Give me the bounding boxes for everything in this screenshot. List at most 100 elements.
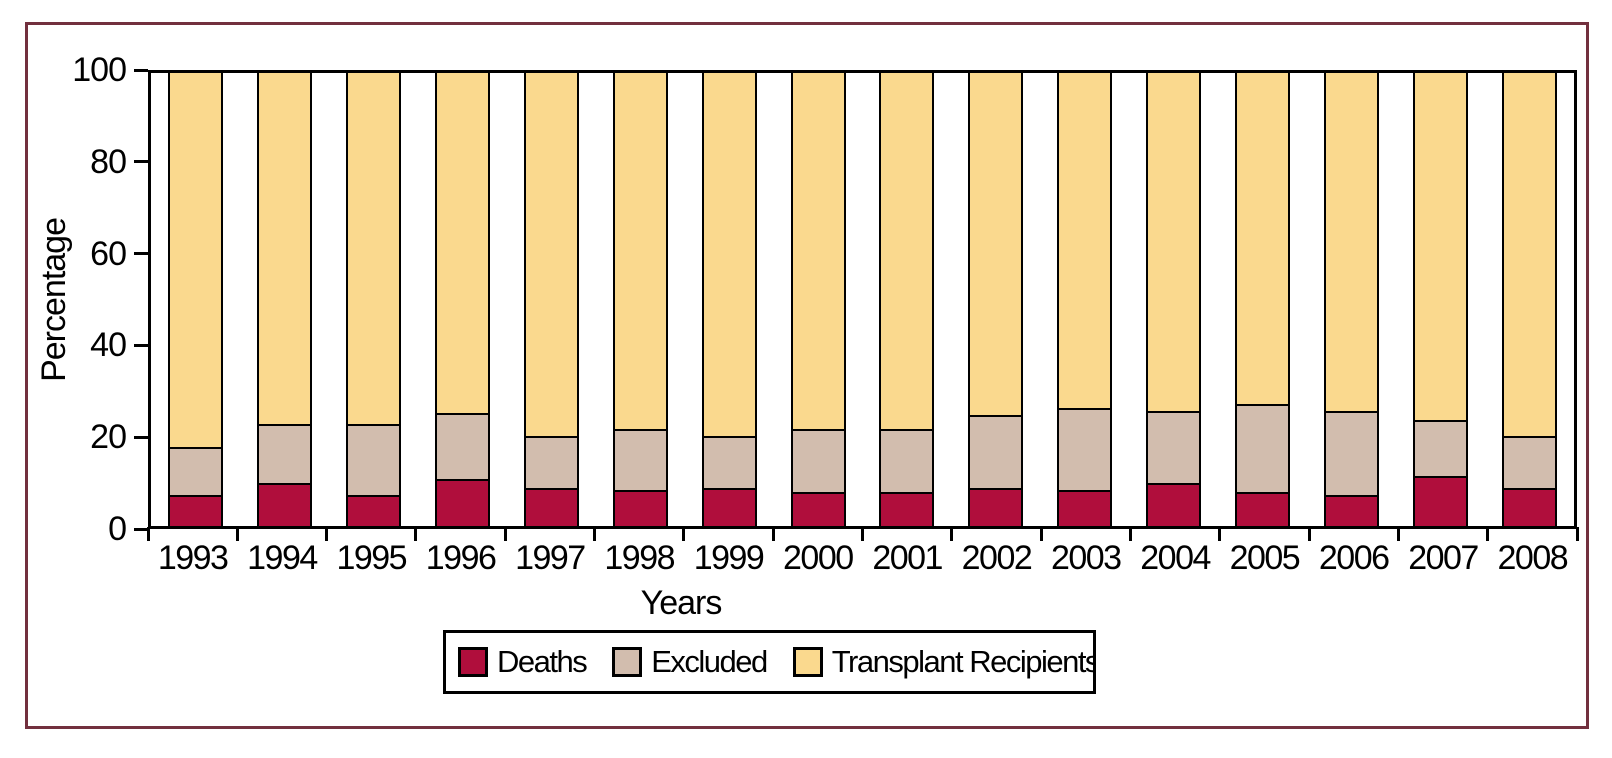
x-tick-0 xyxy=(146,527,150,541)
bar-2007 xyxy=(1413,73,1469,526)
x-tick-7 xyxy=(771,527,775,541)
bar-segment-transplant-recipients-2008 xyxy=(1504,73,1556,438)
bar-slot-2007 xyxy=(1396,73,1485,526)
bar-2006 xyxy=(1324,73,1380,526)
bar-segment-excluded-2001 xyxy=(881,430,933,495)
legend-label-transplant-recipients: Transplant Recipients xyxy=(831,644,1096,679)
bar-segment-excluded-1993 xyxy=(169,448,221,497)
x-tick-label-2000: 2000 xyxy=(783,539,854,577)
legend-item-excluded: Excluded xyxy=(612,644,768,680)
y-tick-0 xyxy=(134,527,148,531)
x-tick-label-1998: 1998 xyxy=(604,539,675,577)
bar-1995 xyxy=(345,73,401,526)
bar-segment-deaths-1996 xyxy=(436,480,488,526)
legend-label-excluded: Excluded xyxy=(651,644,768,679)
y-tick-80 xyxy=(134,160,148,164)
y-tick-100 xyxy=(134,68,148,72)
bar-1999 xyxy=(701,73,757,526)
legend-item-transplant-recipients: Transplant Recipients xyxy=(792,644,1096,680)
bar-segment-transplant-recipients-2002 xyxy=(970,73,1022,418)
x-tick-label-2004: 2004 xyxy=(1140,539,1211,577)
x-tick-label-1997: 1997 xyxy=(515,539,586,577)
bar-segment-excluded-2007 xyxy=(1415,421,1467,479)
figure-border xyxy=(25,22,1589,729)
bar-segment-transplant-recipients-1998 xyxy=(614,73,666,431)
bar-slot-2002 xyxy=(951,73,1040,526)
x-tick-label-1999: 1999 xyxy=(693,539,765,577)
x-tick-1 xyxy=(235,527,239,541)
bar-segment-deaths-1995 xyxy=(347,496,399,526)
bar-slot-1996 xyxy=(418,73,507,526)
bar-2003 xyxy=(1057,73,1113,526)
bar-segment-excluded-1995 xyxy=(347,426,399,497)
y-tick-40 xyxy=(134,343,148,347)
x-tick-2 xyxy=(325,527,329,541)
bar-slot-2004 xyxy=(1129,73,1218,526)
y-tick-60 xyxy=(134,252,148,256)
bar-slot-1994 xyxy=(240,73,329,526)
bar-segment-transplant-recipients-1997 xyxy=(525,73,577,438)
x-tick-13 xyxy=(1307,527,1311,541)
bar-slot-1997 xyxy=(507,73,596,526)
x-tick-label-1994: 1994 xyxy=(247,539,318,577)
legend-item-deaths: Deaths xyxy=(458,644,588,680)
bar-2008 xyxy=(1502,73,1558,526)
y-axis-title-wrap: Percentage xyxy=(30,70,78,529)
bar-slot-1998 xyxy=(596,73,685,526)
bar-segment-transplant-recipients-1999 xyxy=(703,73,755,438)
x-tick-label-1995: 1995 xyxy=(336,539,407,577)
x-tick-label-2003: 2003 xyxy=(1050,539,1122,577)
bar-segment-deaths-1998 xyxy=(614,492,666,526)
bar-segment-transplant-recipients-1996 xyxy=(436,73,488,415)
bar-segment-deaths-2006 xyxy=(1326,496,1378,526)
y-tick-label-80: 80 xyxy=(90,142,127,181)
x-tick-5 xyxy=(593,527,597,541)
x-tick-9 xyxy=(950,527,954,541)
bar-segment-transplant-recipients-1994 xyxy=(258,73,310,427)
bar-segment-deaths-2001 xyxy=(881,494,933,526)
y-tick-20 xyxy=(134,435,148,439)
bar-segment-excluded-2004 xyxy=(1148,412,1200,486)
x-tick-6 xyxy=(682,527,686,541)
x-tick-15 xyxy=(1486,527,1490,541)
bar-segment-excluded-1997 xyxy=(525,437,577,490)
x-tick-16 xyxy=(1575,527,1579,541)
bar-segment-excluded-1994 xyxy=(258,426,310,486)
bar-segment-deaths-1993 xyxy=(169,496,221,526)
legend: Deaths Excluded Transplant Recipients xyxy=(443,630,1096,694)
y-tick-label-100: 100 xyxy=(72,51,127,89)
bar-segment-transplant-recipients-2003 xyxy=(1059,73,1111,411)
bar-slot-2003 xyxy=(1040,73,1129,526)
bar-segment-transplant-recipients-1993 xyxy=(169,73,221,449)
bar-1998 xyxy=(612,73,668,526)
bar-segment-excluded-1996 xyxy=(436,415,488,481)
y-tick-label-20: 20 xyxy=(90,418,127,457)
bar-segment-transplant-recipients-1995 xyxy=(347,73,399,427)
bar-2004 xyxy=(1146,73,1202,526)
bar-segment-transplant-recipients-2001 xyxy=(881,73,933,431)
bar-segment-transplant-recipients-2004 xyxy=(1148,73,1200,413)
bar-slot-2005 xyxy=(1218,73,1307,526)
bar-segment-deaths-2007 xyxy=(1415,478,1467,526)
x-tick-label-2005: 2005 xyxy=(1229,539,1301,577)
bar-segment-excluded-1999 xyxy=(703,437,755,490)
bar-segment-excluded-2000 xyxy=(792,430,844,495)
bar-slot-2006 xyxy=(1307,73,1396,526)
bar-segment-excluded-2006 xyxy=(1326,412,1378,497)
bar-slot-1995 xyxy=(329,73,418,526)
bar-segment-transplant-recipients-2006 xyxy=(1326,73,1378,413)
bar-2005 xyxy=(1235,73,1291,526)
bar-2002 xyxy=(968,73,1024,526)
x-axis-title: Years xyxy=(640,584,723,622)
bar-segment-deaths-2003 xyxy=(1059,492,1111,526)
bar-segment-transplant-recipients-2005 xyxy=(1237,73,1289,406)
bar-segment-excluded-2002 xyxy=(970,417,1022,490)
x-tick-label-2008: 2008 xyxy=(1497,539,1569,577)
y-tick-label-0: 0 xyxy=(108,510,127,548)
bar-slot-1999 xyxy=(685,73,774,526)
bar-segment-excluded-2005 xyxy=(1237,405,1289,495)
bar-segment-deaths-2008 xyxy=(1504,489,1556,526)
x-tick-label-2001: 2001 xyxy=(872,539,943,577)
bar-1993 xyxy=(167,73,223,526)
